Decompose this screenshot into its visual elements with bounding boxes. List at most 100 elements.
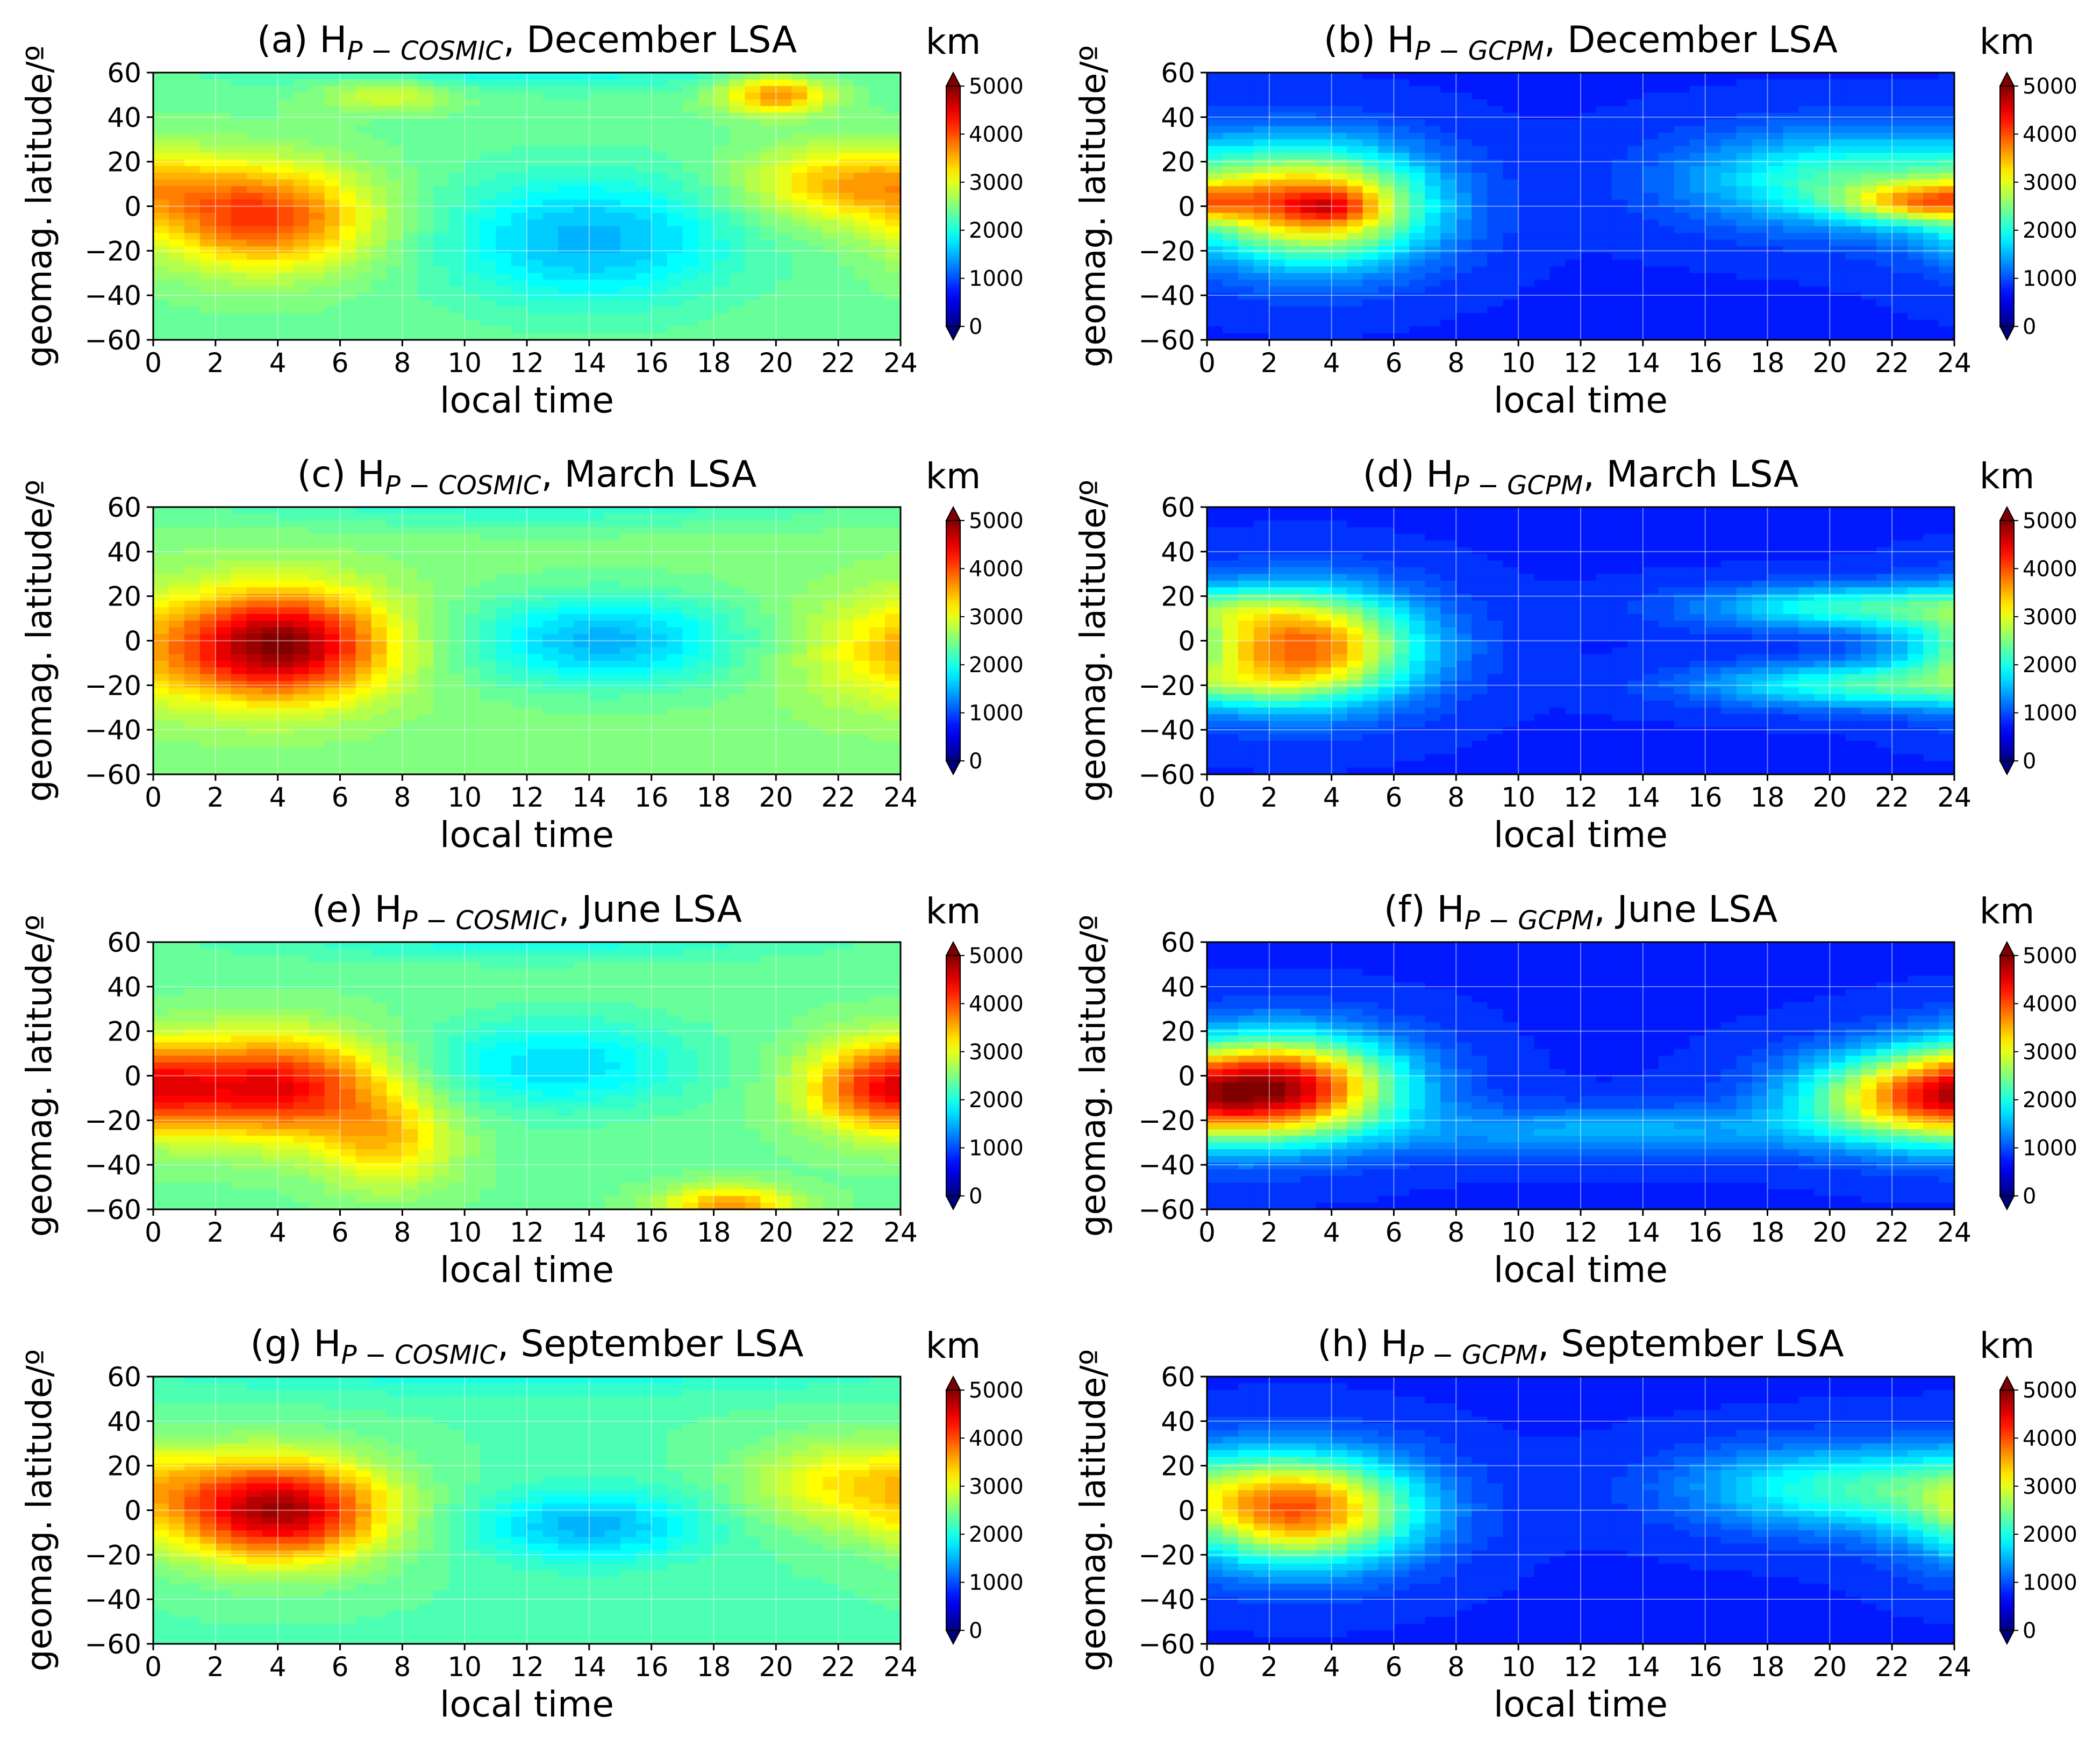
x-tick-label: 16 (1688, 347, 1723, 379)
heatmap-cell (480, 73, 496, 80)
heatmap-cell (1705, 86, 1722, 93)
heatmap-cell (1285, 206, 1301, 213)
heatmap-cell (745, 534, 761, 541)
heatmap-cell (1565, 86, 1581, 93)
heatmap-cell (1394, 193, 1410, 200)
heatmap-cell (511, 226, 527, 233)
heatmap-cell (247, 180, 263, 187)
heatmap-cell (511, 219, 527, 226)
heatmap-cell (418, 253, 434, 260)
heatmap-cell (387, 280, 403, 287)
heatmap-cell (1814, 180, 1830, 187)
heatmap-cell (1409, 193, 1425, 200)
heatmap-cell (355, 186, 372, 193)
heatmap-cell (558, 507, 574, 514)
heatmap-cell (1332, 153, 1348, 160)
heatmap-cell (1814, 173, 1830, 180)
heatmap-cell (823, 213, 839, 220)
heatmap-cell (1596, 166, 1612, 173)
heatmap-cell (153, 300, 169, 307)
heatmap-cell (1549, 153, 1566, 160)
heatmap-cell (823, 126, 839, 133)
heatmap-cell (1207, 266, 1223, 273)
heatmap-cell (542, 219, 559, 226)
heatmap-cell (1830, 280, 1846, 287)
heatmap-cell (683, 106, 699, 113)
heatmap-cell (1363, 213, 1379, 220)
heatmap-cell (169, 86, 185, 93)
heatmap-cell (1892, 287, 1908, 294)
heatmap-cell (1643, 160, 1659, 167)
heatmap-cell (1861, 260, 1877, 267)
heatmap-cell (169, 547, 185, 554)
heatmap-cell (1347, 180, 1363, 187)
heatmap-cell (1487, 313, 1503, 320)
heatmap-cell (527, 521, 543, 528)
heatmap-cell (869, 226, 885, 233)
heatmap-cell (1705, 233, 1722, 240)
heatmap-cell (1830, 86, 1846, 93)
heatmap-cell (527, 280, 543, 287)
heatmap-cell (294, 266, 310, 273)
heatmap-cell (714, 166, 730, 173)
heatmap-cell (574, 79, 590, 86)
heatmap-cell (294, 521, 310, 528)
heatmap-cell (216, 199, 232, 206)
heatmap-cell (636, 86, 652, 93)
heatmap-cell (1830, 246, 1846, 253)
heatmap-cell (355, 119, 372, 126)
heatmap-cell (511, 307, 527, 313)
heatmap-cell (1472, 213, 1488, 220)
heatmap-cell (1269, 166, 1285, 173)
heatmap-cell (1845, 219, 1861, 226)
heatmap-cell (885, 307, 901, 313)
heatmap-cell (1908, 126, 1924, 133)
heatmap-cell (574, 226, 590, 233)
heatmap-cell (1768, 180, 1784, 187)
heatmap-cell (776, 86, 792, 93)
heatmap-cell (620, 79, 637, 86)
heatmap-cell (200, 79, 216, 86)
heatmap-cell (807, 521, 823, 528)
heatmap-cell (418, 293, 434, 300)
heatmap-cell (1705, 226, 1722, 233)
heatmap-cell (1207, 173, 1223, 180)
heatmap-cell (838, 219, 854, 226)
heatmap-cell (823, 240, 839, 247)
heatmap-cell (1394, 287, 1410, 294)
heatmap-cell (838, 253, 854, 260)
heatmap-cell (511, 139, 527, 146)
heatmap-cell (1565, 153, 1581, 160)
heatmap-cell (1768, 280, 1784, 287)
heatmap-cell (1627, 300, 1644, 307)
heatmap-cell (760, 253, 776, 260)
heatmap-cell (1549, 213, 1566, 220)
heatmap-cell (636, 173, 652, 180)
heatmap-cell (1534, 280, 1550, 287)
heatmap-cell (1347, 300, 1363, 307)
heatmap-cell (402, 173, 418, 180)
heatmap-cell (1223, 79, 1239, 86)
heatmap-cell (1503, 166, 1519, 173)
heatmap-cell (418, 320, 434, 327)
heatmap-cell (807, 139, 823, 146)
heatmap-cell (418, 119, 434, 126)
heatmap-cell (1254, 146, 1270, 153)
heatmap-cell (355, 233, 372, 240)
heatmap-cell (247, 86, 263, 93)
heatmap-cell (418, 219, 434, 226)
heatmap-cell (1425, 73, 1441, 80)
heatmap-cell (1565, 326, 1581, 333)
heatmap-cell (683, 113, 699, 120)
heatmap-cell (807, 166, 823, 173)
heatmap-cell (309, 326, 325, 333)
heatmap-cell (1409, 166, 1425, 173)
heatmap-cell (1223, 180, 1239, 187)
heatmap-cell (1674, 240, 1690, 247)
heatmap-cell (729, 280, 745, 287)
heatmap-cell (1316, 219, 1332, 226)
heatmap-cell (1674, 293, 1690, 300)
heatmap-cell (449, 540, 465, 547)
heatmap-cell (1238, 99, 1254, 106)
heatmap-cell (1705, 260, 1722, 267)
